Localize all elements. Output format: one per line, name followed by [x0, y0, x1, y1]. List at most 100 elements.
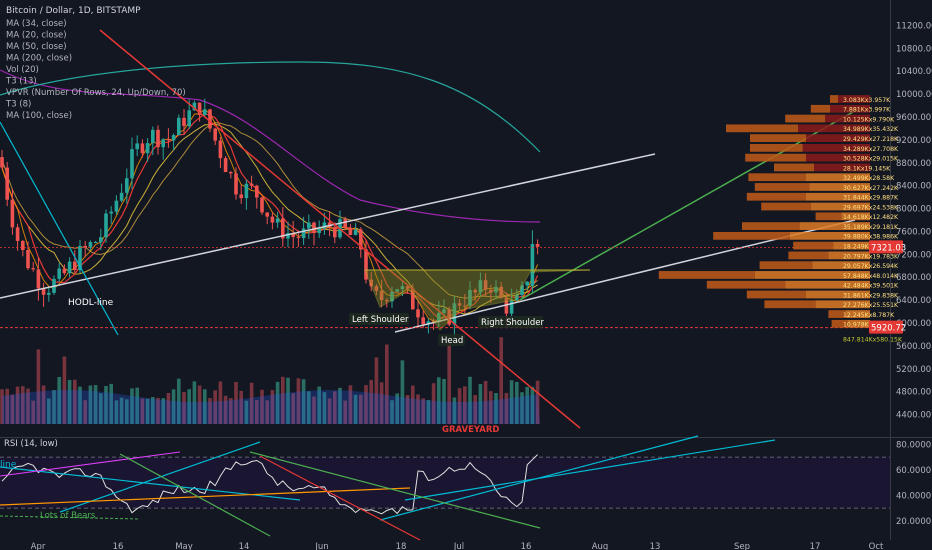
candle-body: [244, 183, 249, 199]
volume-bar: [452, 397, 457, 424]
volume-bar: [125, 399, 129, 424]
vpvr-down-bar: [793, 241, 834, 250]
vpvr-row-label: 31.844Kx29.887K: [843, 195, 899, 202]
time-axis-tick: Oct: [869, 542, 884, 550]
volume-bar: [234, 381, 238, 424]
price-badge: [869, 320, 903, 334]
volume-bar: [447, 343, 451, 424]
volume-bar: [244, 400, 249, 424]
price-axis-tick: 8000.00: [896, 205, 931, 215]
vpvr-row-label: 12.245Kx8.787K: [843, 312, 895, 319]
hodl-line-label: HODL-line: [68, 298, 114, 308]
rsi-line-label: line: [0, 460, 17, 470]
head-label-bg: [438, 334, 465, 346]
vpvr-up-bar: [838, 95, 870, 103]
candle-body: [114, 200, 119, 212]
indicator-legend-item: MA (200, close): [6, 54, 72, 64]
volume-bar: [478, 384, 483, 424]
price-axis-tick: 8800.00: [896, 159, 931, 169]
candle-body: [317, 228, 321, 234]
candle-body: [73, 261, 77, 271]
indicator-legend-item: MA (20, close): [6, 31, 67, 41]
volume-bar: [421, 398, 425, 424]
ma-200-line: [0, 61, 541, 153]
volume-bar: [494, 393, 498, 424]
candle-body: [135, 143, 139, 150]
volume-bar: [67, 379, 72, 424]
volume-bar: [57, 376, 61, 424]
volume-ma-area: [2, 390, 540, 424]
time-axis-tick: Jun: [314, 542, 328, 550]
volume-bar: [73, 379, 77, 424]
volume-bar: [395, 393, 399, 424]
candle-body: [327, 222, 332, 228]
volume-bar: [489, 391, 493, 424]
price-axis-tick: 8400.00: [896, 182, 931, 192]
price-axis-tick: 11200.00: [896, 21, 932, 31]
candle-body: [41, 288, 46, 295]
volume-bar: [520, 392, 524, 424]
vpvr-up-bar: [847, 319, 870, 328]
vpvr-row-label: 29.429Kx27.218K: [843, 136, 899, 143]
candle-body: [249, 183, 254, 186]
volume-bar: [509, 380, 514, 424]
vpvr-row-label: 39.880Kx38.986K: [843, 234, 899, 241]
volume-bar: [208, 398, 212, 424]
vpvr-up-bar: [806, 192, 870, 201]
lots-of-bears-label: Lots of Bears: [40, 511, 96, 521]
candle-body: [78, 245, 82, 271]
candle-body: [62, 268, 67, 274]
candle-body: [312, 222, 316, 234]
volume-bar: [52, 390, 56, 424]
volume-bar: [270, 390, 275, 424]
vpvr-row-label: 10.125Kx9.790K: [843, 116, 895, 123]
candle-body: [457, 303, 462, 306]
volume-bar: [286, 377, 290, 424]
volume-bar: [333, 391, 337, 424]
candle-body: [0, 157, 4, 168]
vpvr-down-bar: [706, 280, 786, 289]
rsi-axis-tick: 40.0000: [896, 491, 931, 501]
candle-body: [499, 286, 503, 298]
candle-body: [416, 309, 420, 318]
volume-bar: [36, 349, 41, 424]
candle-body: [182, 117, 186, 127]
volume-bar: [135, 387, 139, 424]
volume-bar: [359, 394, 363, 424]
volume-bar: [119, 397, 124, 424]
vpvr-down-bar: [748, 173, 806, 182]
vpvr-up-bar: [809, 183, 870, 191]
price-pane-bg: [0, 0, 890, 437]
vpvr-down-bar: [828, 310, 846, 318]
hodl-trendline: [0, 153, 656, 299]
volume-bar: [0, 389, 4, 424]
candle-body: [286, 233, 290, 239]
candle-body: [130, 149, 134, 179]
vpvr-up-bar: [812, 261, 870, 270]
vpvr-up-bar: [833, 241, 870, 250]
volume-bar: [437, 377, 441, 424]
volume-bar: [385, 344, 389, 424]
rsi-green-trend-2: [249, 451, 541, 529]
volume-bar: [317, 386, 321, 424]
price-axis-tick: 6400.00: [896, 296, 931, 306]
candle-body: [369, 279, 373, 287]
indicator-legend-item: Vol (20): [6, 65, 39, 75]
vpvr-up-bar: [810, 202, 870, 211]
price-badge: [869, 240, 903, 254]
candle-body: [83, 245, 87, 248]
price-axis-tick: 7200.00: [896, 250, 931, 260]
vpvr-row-label: 29.697Kx24.538K: [843, 204, 899, 211]
vpvr-row-label: 27.276Kx25.551K: [843, 302, 899, 309]
rsi-axis-tick: 20.0000: [896, 517, 931, 527]
vpvr-down-bar: [764, 300, 816, 309]
candle-body: [364, 249, 368, 280]
vpvr-row-label: 7.881Kx3.997K: [843, 107, 891, 114]
candle-body: [296, 237, 301, 239]
vpvr-up-bar: [802, 143, 870, 152]
head-label: Head: [441, 336, 463, 346]
price-axis-tick: 10400.00: [896, 67, 932, 77]
volume-bar: [41, 385, 46, 424]
price-axis-tick: 4800.00: [896, 388, 931, 398]
